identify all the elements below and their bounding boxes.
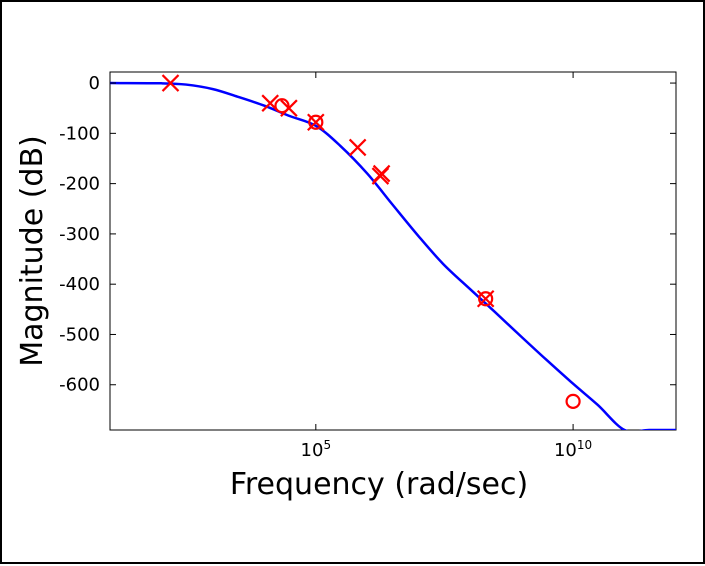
y-tick-label: -100: [59, 123, 100, 144]
x-tick-label-base: 10: [301, 440, 324, 461]
zero-marker: [565, 393, 581, 409]
pole-marker-stroke: [307, 113, 325, 132]
y-axis-label: Magnitude (dB): [15, 135, 50, 367]
y-tick-label: -500: [59, 324, 100, 345]
y-tick-label: -400: [59, 274, 100, 295]
plot-area: [109, 71, 677, 431]
x-tick-label-base: 10: [554, 440, 577, 461]
x-tick-label: 1010: [554, 438, 592, 461]
pole-marker-stroke: [348, 138, 367, 157]
pole-marker: [348, 138, 367, 157]
x-tick-label: 105: [301, 438, 332, 461]
magnitude-curve: [110, 81, 676, 430]
y-tick-label: -600: [59, 375, 100, 396]
pole-marker: [476, 289, 495, 308]
x-tick-label-exponent: 5: [323, 438, 331, 452]
pole-marker-stroke: [261, 94, 280, 112]
pole-marker-stroke: [161, 74, 180, 92]
curve-layer: [110, 81, 676, 430]
pole-marker-stroke: [280, 99, 298, 117]
y-tick-label: 0: [89, 73, 100, 94]
x-tick-label-exponent: 10: [577, 438, 592, 452]
pole-marker-stroke: [476, 289, 495, 308]
zero-marker: [308, 114, 324, 130]
marker-layer: [161, 74, 581, 409]
pole-marker-stroke: [372, 164, 391, 183]
pole-marker: [280, 99, 298, 117]
pole-marker: [372, 164, 391, 183]
pole-marker: [161, 74, 180, 92]
pole-marker: [307, 113, 325, 132]
zero-marker: [274, 98, 290, 114]
y-tick-label: -200: [59, 174, 100, 195]
y-tick-label: -300: [59, 224, 100, 245]
zero-marker: [478, 291, 494, 307]
axes-box: [109, 71, 677, 431]
x-axis-label: Frequency (rad/sec): [230, 467, 528, 502]
